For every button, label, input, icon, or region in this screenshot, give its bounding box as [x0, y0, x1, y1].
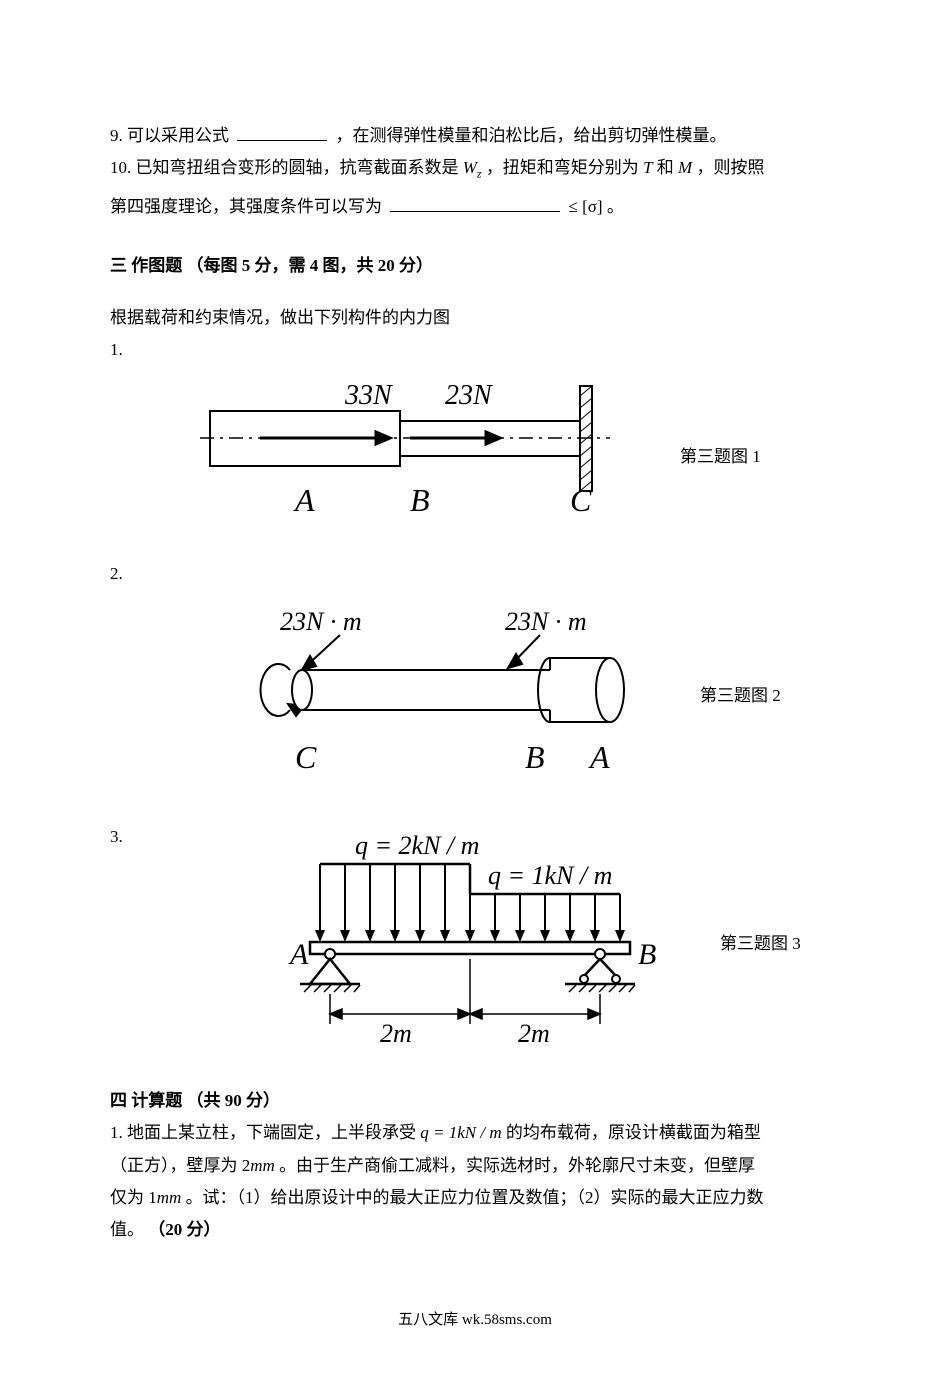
- section3-title: 三 作图题 （每图 5 分，需 4 图，共 20 分）: [110, 250, 840, 282]
- s4-p1a: 1. 地面上某立柱，下端固定，上半段承受: [110, 1123, 420, 1142]
- figure1-caption: 第三题图 1: [680, 441, 761, 473]
- s4-t2: 2mm: [242, 1156, 275, 1175]
- section3-n1: 1.: [110, 334, 840, 366]
- q10-M: M: [678, 158, 692, 177]
- q9-blank: [237, 123, 327, 141]
- svg-text:q = 1kN / m: q = 1kN / m: [488, 861, 612, 890]
- section3-intro: 根据载荷和约束情况，做出下列构件的内力图: [110, 302, 840, 334]
- svg-text:A: A: [588, 739, 610, 775]
- figure1-svg: 33N 23N A B C: [200, 376, 640, 537]
- q10-T: T: [643, 158, 652, 177]
- q10-wz-sym: W: [463, 158, 477, 177]
- svg-text:A: A: [288, 938, 309, 971]
- q10-wz-sub: z: [477, 167, 482, 181]
- s4-p1b: 的均布载荷，原设计横截面为箱型: [506, 1123, 761, 1142]
- q10-mid1: ，扭矩和弯矩分别为: [486, 158, 639, 177]
- s4-p3b: 。试：（1）给出原设计中的最大正应力位置及数值；（2）实际的最大正应力数: [186, 1188, 764, 1207]
- section4-title: 四 计算题 （共 90 分）: [110, 1085, 840, 1117]
- q9-suffix: ，在测得弹性模量和泊松比后，给出剪切弹性模量。: [336, 126, 727, 145]
- figure1-wrap: 33N 23N A B C 第三题图 1: [110, 376, 840, 537]
- section3-n2: 2.: [110, 558, 840, 590]
- question-10-line2: 第四强度理论，其强度条件可以写为 ≤ [σ] 。: [110, 191, 840, 223]
- s4-points: （20 分）: [148, 1220, 220, 1239]
- exam-page: 9. 可以采用公式 ，在测得弹性模量和泊松比后，给出剪切弹性模量。 10. 已知…: [0, 0, 950, 1395]
- section4-p3: 仅为 1mm 。试：（1）给出原设计中的最大正应力位置及数值；（2）实际的最大正…: [110, 1182, 840, 1214]
- svg-text:q = 2kN / m: q = 2kN / m: [355, 831, 479, 860]
- section4-p2: （正方），壁厚为 2mm 。由于生产商偷工减料，实际选材时，外轮廓尺寸未变，但壁…: [110, 1150, 840, 1182]
- s4-qexpr: q = 1kN / m: [420, 1123, 501, 1142]
- figure2-caption: 第三题图 2: [700, 680, 781, 712]
- svg-text:2m: 2m: [380, 1019, 412, 1048]
- figure3-wrap: q = 2kN / m q = 1kN / m: [110, 824, 840, 1065]
- svg-text:C: C: [295, 739, 317, 775]
- page-footer: 五八文库 wk.58sms.com: [110, 1306, 840, 1335]
- s4-p2a: （正方），壁厚为: [110, 1156, 242, 1175]
- s4-t1: 1mm: [148, 1188, 181, 1207]
- svg-text:B: B: [410, 482, 430, 518]
- q10-and: 和: [657, 158, 678, 177]
- q10-period: 。: [607, 197, 624, 216]
- s4-p3a: 仅为: [110, 1188, 148, 1207]
- q10-prefix: 10. 已知弯扭组合变形的圆轴，抗弯截面系数是: [110, 158, 459, 177]
- q9-prefix: 9. 可以采用公式: [110, 126, 229, 145]
- q10-Wz: Wz: [463, 158, 486, 177]
- section4-p1: 1. 地面上某立柱，下端固定，上半段承受 q = 1kN / m 的均布载荷，原…: [110, 1117, 840, 1149]
- svg-text:33N: 33N: [344, 380, 393, 411]
- svg-text:23N · m: 23N · m: [505, 607, 587, 636]
- svg-text:B: B: [638, 938, 656, 971]
- q10-mid2: ，则按照: [696, 158, 764, 177]
- figure2-svg: 23N · m 23N · m: [240, 600, 660, 791]
- svg-text:23N: 23N: [445, 380, 493, 411]
- q10-blank: [390, 194, 560, 212]
- question-10: 10. 已知弯扭组合变形的圆轴，抗弯截面系数是 Wz ，扭矩和弯矩分别为 T 和…: [110, 152, 840, 185]
- section4-p4: 值。 （20 分）: [110, 1214, 840, 1246]
- figure3-caption: 第三题图 3: [720, 928, 801, 960]
- figure3-svg: q = 2kN / m q = 1kN / m: [260, 824, 680, 1065]
- figure2-wrap: 23N · m 23N · m: [110, 600, 840, 791]
- q10-line2-prefix: 第四强度理论，其强度条件可以写为: [110, 197, 382, 216]
- svg-text:C: C: [570, 482, 592, 518]
- question-9: 9. 可以采用公式 ，在测得弹性模量和泊松比后，给出剪切弹性模量。: [110, 120, 840, 152]
- svg-text:2m: 2m: [518, 1019, 550, 1048]
- svg-text:23N · m: 23N · m: [280, 607, 362, 636]
- q10-sigma: ≤ [σ]: [569, 197, 603, 216]
- svg-text:A: A: [293, 482, 315, 518]
- s4-p2b: 。由于生产商偷工减料，实际选材时，外轮廓尺寸未变，但壁厚: [279, 1156, 755, 1175]
- s4-p4: 值。: [110, 1220, 144, 1239]
- svg-text:B: B: [525, 739, 545, 775]
